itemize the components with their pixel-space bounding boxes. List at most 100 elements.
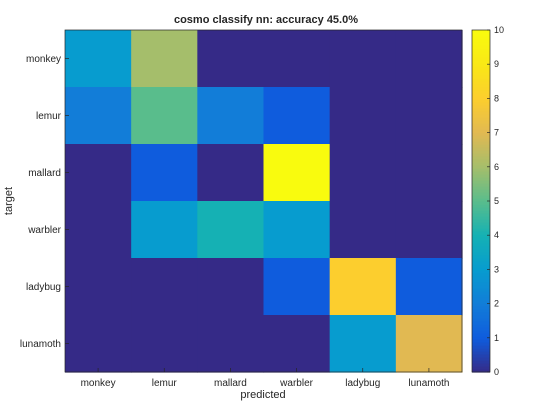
colorbar-segment <box>472 228 490 232</box>
colorbar-segment <box>472 129 490 133</box>
colorbar-segment <box>472 333 490 337</box>
heatmap-cell <box>65 144 132 202</box>
colorbar-segment <box>472 147 490 151</box>
y-tick-label: ladybug <box>26 282 61 293</box>
y-tick-label: lemur <box>36 111 62 122</box>
colorbar-segment <box>472 57 490 61</box>
colorbar-tick-label: 10 <box>494 25 504 35</box>
heatmap-cell <box>131 201 198 259</box>
colorbar-segment <box>472 240 490 244</box>
y-tick-label: monkey <box>26 54 61 65</box>
colorbar-segment <box>472 357 490 361</box>
heatmap-cell <box>263 315 331 373</box>
colorbar-segment <box>472 54 490 58</box>
colorbar-segment <box>472 105 490 109</box>
x-tick-label: mallard <box>214 378 247 389</box>
colorbar-segment <box>472 36 490 40</box>
colorbar <box>471 29 491 373</box>
heatmap-cell <box>395 30 463 88</box>
colorbar-segment <box>472 51 490 55</box>
heatmap-cell <box>263 144 331 202</box>
colorbar-segment <box>472 294 490 298</box>
heatmap-cell <box>197 315 265 373</box>
x-tick-labels: monkey lemur mallard warbler ladybug lunamoth <box>81 368 449 389</box>
heatmap-cell <box>329 144 397 202</box>
colorbar-tick-label: 0 <box>494 367 499 377</box>
colorbar-segment <box>472 165 490 169</box>
colorbar-segment <box>472 189 490 193</box>
colorbar-segment <box>472 72 490 76</box>
colorbar-segment <box>472 267 490 271</box>
colorbar-segment <box>472 159 490 163</box>
colorbar-segment <box>472 180 490 184</box>
colorbar-tick-label: 8 <box>494 93 499 103</box>
colorbar-segment <box>472 66 490 70</box>
x-tick-label: lunamoth <box>408 378 449 389</box>
colorbar-segment <box>472 141 490 145</box>
colorbar-segment <box>472 186 490 190</box>
colorbar-segment <box>472 99 490 103</box>
colorbar-segment <box>472 255 490 259</box>
chart-title: cosmo classify nn: accuracy 45.0% <box>174 14 358 26</box>
heatmap-cell <box>131 87 198 145</box>
heatmap-cell <box>197 30 265 88</box>
y-tick-label: warbler <box>27 225 61 236</box>
colorbar-segment <box>472 315 490 319</box>
heatmap-cell <box>131 315 198 373</box>
heatmap-cell <box>131 258 198 316</box>
heatmap-cell <box>65 201 132 259</box>
colorbar-segment <box>472 321 490 325</box>
colorbar-segment <box>472 234 490 238</box>
colorbar-segment <box>472 183 490 187</box>
x-axis-label: predicted <box>240 389 285 401</box>
x-tick-label: warbler <box>279 378 313 389</box>
colorbar-segment <box>472 123 490 127</box>
colorbar-segment <box>472 69 490 73</box>
colorbar-segment <box>472 84 490 88</box>
colorbar-segment <box>472 300 490 304</box>
colorbar-segment <box>472 351 490 355</box>
heatmap-cell <box>329 30 397 88</box>
x-tick-label: monkey <box>81 378 116 389</box>
colorbar-segment <box>472 285 490 289</box>
colorbar-segment <box>472 75 490 79</box>
colorbar-segment <box>472 81 490 85</box>
colorbar-segment <box>472 273 490 277</box>
colorbar-tick-labels: 0 1 2 3 4 5 6 7 8 9 10 <box>487 25 504 377</box>
y-tick-labels: monkey lemur mallard warbler ladybug lunamoth <box>20 54 69 350</box>
colorbar-segment <box>472 222 490 226</box>
colorbar-segment <box>472 309 490 313</box>
heatmap-cells <box>65 30 463 373</box>
plot-frame <box>64 29 463 373</box>
heatmap-cell <box>395 87 463 145</box>
heatmap-cell <box>263 30 331 88</box>
colorbar-segment <box>472 195 490 199</box>
colorbar-segment <box>472 90 490 94</box>
heatmap-cell <box>65 30 132 88</box>
colorbar-segment <box>472 126 490 130</box>
heatmap-cell <box>395 258 463 316</box>
colorbar-segment <box>472 252 490 256</box>
colorbar-segment <box>472 279 490 283</box>
colorbar-segment <box>472 264 490 268</box>
heatmap-cell <box>395 201 463 259</box>
colorbar-segment <box>472 39 490 43</box>
colorbar-segment <box>472 339 490 343</box>
colorbar-segment <box>472 60 490 64</box>
heatmap-cell <box>65 87 132 145</box>
heatmap-cell <box>263 258 331 316</box>
heatmap-cell <box>329 87 397 145</box>
colorbar-segment <box>472 360 490 364</box>
colorbar-segment <box>472 249 490 253</box>
heatmap-cell <box>395 144 463 202</box>
heatmap-cell <box>395 315 463 373</box>
colorbar-segment <box>472 213 490 217</box>
colorbar-segment <box>472 243 490 247</box>
heatmap-cell <box>263 201 331 259</box>
colorbar-tick-label: 5 <box>494 196 499 206</box>
colorbar-segment <box>472 204 490 208</box>
colorbar-segment <box>472 345 490 349</box>
colorbar-tick-label: 7 <box>494 128 499 138</box>
colorbar-segment <box>472 324 490 328</box>
